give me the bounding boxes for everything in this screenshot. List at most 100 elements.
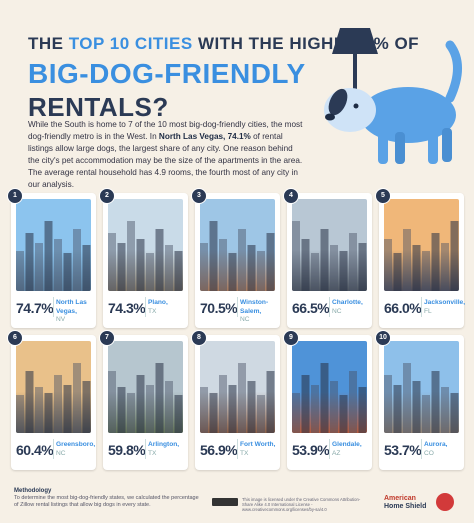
divider <box>421 297 422 317</box>
divider <box>53 297 54 317</box>
rank-badge: 5 <box>375 188 391 204</box>
title-line-2: BIG-DOG-FRIENDLY <box>28 58 306 89</box>
rank-badge: 3 <box>191 188 207 204</box>
city-label: Jacksonville, <box>424 299 466 306</box>
percent-value: 74.3% <box>108 300 146 316</box>
city-name: Arlington, TX <box>148 441 188 458</box>
title-highlight: TOP 10 CITIES <box>68 34 193 53</box>
city-photo <box>384 341 459 433</box>
title-line-1: THE TOP 10 CITIES WITH THE HIGHEST % OF <box>28 34 420 53</box>
skyline-icon <box>292 221 367 291</box>
dog-lamp-illustration <box>324 28 462 164</box>
city-label: Plano, <box>148 299 168 306</box>
skyline-icon <box>108 221 183 291</box>
dog-tail-icon <box>445 40 462 103</box>
percent-value: 53.7% <box>384 442 422 458</box>
rank-badge: 4 <box>283 188 299 204</box>
city-label: Fort Worth, <box>240 441 276 448</box>
methodology-text: To determine the most big-dog-friendly s… <box>14 495 199 508</box>
city-label: Arlington, <box>148 441 180 448</box>
intro-paragraph: While the South is home to 7 of the 10 m… <box>28 120 303 189</box>
lamp-shade-icon <box>332 28 378 54</box>
city-photo <box>200 341 275 433</box>
city-photo <box>16 341 91 433</box>
dog-leg-icon <box>378 130 388 164</box>
city-name: Winston-Salem, NC <box>240 299 280 325</box>
city-name: Fort Worth, TX <box>240 441 280 458</box>
city-card: 3 70.5% Winston-Salem, NC <box>191 188 280 328</box>
city-label: Aurora, <box>424 441 448 448</box>
city-photo <box>292 341 367 433</box>
percent-value: 59.8% <box>108 442 146 458</box>
city-photo <box>108 341 183 433</box>
state-label: FL <box>424 307 432 315</box>
skyline-icon <box>384 363 459 433</box>
city-name: North Las Vegas, NV <box>56 299 96 325</box>
divider <box>329 297 330 317</box>
city-card: 5 66.0% Jacksonville, FL <box>375 188 466 328</box>
city-card: 4 66.5% Charlotte, NC <box>283 188 372 328</box>
city-label: Greensboro, <box>56 441 96 448</box>
city-card: 8 56.9% Fort Worth, TX <box>191 330 280 470</box>
percent-value: 66.0% <box>384 300 422 316</box>
percent-value: 70.5% <box>200 300 238 316</box>
license-text: This image is licensed under the Creativ… <box>242 497 361 512</box>
percent-value: 74.7% <box>16 300 54 316</box>
state-label: NC <box>56 449 66 457</box>
city-card: 10 53.7% Aurora, CO <box>375 330 464 470</box>
city-card: 2 74.3% Plano, TX <box>99 188 188 328</box>
dog-body-icon <box>360 87 456 143</box>
rank-badge: 10 <box>375 330 391 346</box>
city-photo <box>16 199 91 291</box>
rank-badge: 1 <box>7 188 23 204</box>
city-label: Glendale, <box>332 441 362 448</box>
methodology-title: Methodology <box>14 488 52 494</box>
state-label: NV <box>56 316 66 323</box>
divider <box>53 439 54 459</box>
city-name: Greensboro, NC <box>56 441 96 458</box>
divider <box>329 439 330 459</box>
percent-value: 60.4% <box>16 442 54 458</box>
city-photo <box>384 199 459 291</box>
creative-commons-badge-icon <box>212 498 238 506</box>
city-label: North Las Vegas, <box>56 299 87 315</box>
title-line-3: RENTALS? <box>28 92 169 122</box>
divider <box>145 439 146 459</box>
methodology: Methodology To determine the most big-do… <box>14 488 204 509</box>
rank-badge: 6 <box>7 330 23 346</box>
city-card: 1 74.7% North Las Vegas, NV <box>7 188 96 328</box>
city-name: Aurora, CO <box>424 441 464 458</box>
skyline-icon <box>16 363 91 433</box>
city-photo <box>108 199 183 291</box>
state-label: NC <box>240 316 250 323</box>
divider <box>237 439 238 459</box>
percent-value: 66.5% <box>292 300 330 316</box>
brand-name: American Home Shield <box>384 495 427 510</box>
state-label: NC <box>332 307 342 315</box>
dog-nose-icon <box>325 113 335 121</box>
page-title: THE TOP 10 CITIES WITH THE HIGHEST % OF … <box>28 34 420 123</box>
divider <box>237 297 238 317</box>
rank-badge: 2 <box>99 188 115 204</box>
city-label: Winston-Salem, <box>240 299 269 315</box>
state-label: AZ <box>332 449 341 457</box>
state-label: CO <box>424 449 434 457</box>
state-label: TX <box>148 307 157 315</box>
percent-value: 53.9% <box>292 442 330 458</box>
rank-badge: 9 <box>283 330 299 346</box>
city-photo <box>200 199 275 291</box>
dog-ear-icon <box>328 88 348 116</box>
brand-logo-icon <box>436 493 454 511</box>
city-name: Jacksonville, FL <box>424 299 466 316</box>
divider <box>145 297 146 317</box>
skyline-icon <box>292 363 367 433</box>
percent-value: 56.9% <box>200 442 238 458</box>
skyline-icon <box>16 221 91 291</box>
city-label: Charlotte, <box>332 299 363 306</box>
city-name: Glendale, AZ <box>332 441 372 458</box>
city-name: Plano, TX <box>148 299 188 316</box>
skyline-icon <box>200 363 275 433</box>
city-card: 6 60.4% Greensboro, NC <box>7 330 96 470</box>
skyline-icon <box>384 221 459 291</box>
state-label: TX <box>240 449 249 457</box>
